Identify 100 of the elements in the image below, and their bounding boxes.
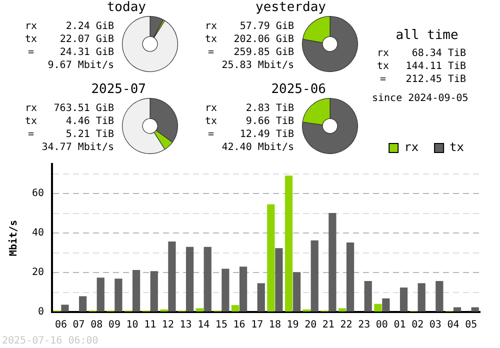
chart-title: 2025-06 bbox=[270, 82, 327, 99]
y-tick-label: 20 bbox=[32, 267, 44, 278]
text: 4.46 TiB bbox=[64, 116, 114, 128]
x-tick-label: 05 bbox=[465, 320, 478, 331]
x-tick-label: 08 bbox=[90, 320, 103, 331]
text: 9.66 TiB bbox=[244, 116, 294, 128]
bar bbox=[204, 246, 212, 312]
text: = bbox=[26, 46, 36, 58]
text: 9.67 Mbit/s bbox=[46, 60, 114, 72]
x-tick-label: 22 bbox=[340, 320, 352, 331]
bar bbox=[382, 298, 390, 312]
x-tick-label: 13 bbox=[180, 320, 192, 331]
x-tick-label: 10 bbox=[126, 320, 138, 331]
bar bbox=[239, 266, 248, 312]
x-tick-label: 14 bbox=[198, 320, 210, 331]
text: = bbox=[26, 128, 36, 140]
bar bbox=[114, 278, 122, 312]
text: 259.85 GiB bbox=[232, 46, 294, 58]
y-axis-title: Mbit/s bbox=[8, 220, 20, 256]
x-tick-label: 15 bbox=[215, 320, 228, 331]
bar bbox=[364, 281, 372, 312]
bar bbox=[471, 307, 479, 312]
bar bbox=[96, 278, 104, 312]
text: 763.51 GiB bbox=[52, 102, 114, 114]
text: 22.07 GiB bbox=[58, 34, 114, 46]
text: rx bbox=[24, 102, 38, 114]
text: 202.06 GiB bbox=[232, 34, 294, 46]
bar bbox=[436, 281, 444, 312]
x-tick-label: 11 bbox=[144, 320, 156, 331]
text: tx bbox=[204, 116, 218, 128]
text: 2.24 GiB bbox=[64, 20, 114, 32]
text: rx bbox=[204, 20, 218, 32]
y-tick-label: 0 bbox=[38, 306, 44, 318]
bar bbox=[150, 271, 158, 312]
bar bbox=[132, 270, 140, 312]
text: 12.49 TiB bbox=[238, 128, 294, 140]
bar bbox=[338, 308, 346, 312]
text: 24.31 GiB bbox=[58, 46, 114, 58]
x-tick-label: 12 bbox=[162, 320, 174, 331]
bar bbox=[418, 283, 426, 312]
bar bbox=[231, 305, 240, 312]
x-tick-label: 09 bbox=[108, 320, 120, 331]
x-tick-label: 06 bbox=[54, 320, 67, 331]
x-tick-label: 03 bbox=[429, 320, 442, 331]
chart-title: yesterday bbox=[254, 0, 327, 17]
text: tx bbox=[376, 61, 390, 73]
x-tick-label: 17 bbox=[251, 320, 264, 331]
text: = bbox=[206, 128, 216, 140]
text: 5.21 TiB bbox=[64, 128, 114, 140]
text: 68.34 TiB bbox=[410, 48, 466, 60]
bar bbox=[196, 308, 204, 312]
bar bbox=[284, 176, 293, 312]
text: 57.79 GiB bbox=[238, 20, 294, 32]
x-tick-label: 01 bbox=[394, 320, 406, 331]
text: = bbox=[206, 46, 216, 58]
chart-title: 2025-07 bbox=[90, 82, 147, 99]
bar bbox=[186, 246, 194, 312]
bar bbox=[61, 304, 69, 312]
bar bbox=[453, 307, 462, 312]
bar bbox=[275, 248, 283, 312]
text: rx bbox=[204, 102, 218, 114]
chart-title: today bbox=[106, 0, 147, 17]
x-tick-label: 20 bbox=[304, 320, 317, 331]
bar bbox=[292, 272, 301, 312]
bar bbox=[168, 242, 176, 312]
y-tick-label: 40 bbox=[32, 228, 44, 239]
text: = bbox=[378, 74, 388, 86]
bar bbox=[222, 268, 230, 312]
text: 34.77 Mbit/s bbox=[40, 142, 114, 154]
bar bbox=[328, 212, 336, 312]
x-tick-label: 19 bbox=[286, 320, 299, 331]
text: 144.11 TiB bbox=[404, 61, 466, 73]
text: 42.40 Mbit/s bbox=[220, 142, 294, 154]
bar bbox=[346, 242, 354, 312]
text: tx bbox=[24, 116, 38, 128]
x-tick-label: 21 bbox=[322, 320, 334, 331]
text: all time bbox=[394, 28, 460, 45]
bar bbox=[267, 204, 275, 312]
text: 25.83 Mbit/s bbox=[220, 60, 294, 72]
text: 2.83 TiB bbox=[244, 102, 294, 114]
bar bbox=[310, 240, 318, 312]
bar bbox=[257, 283, 265, 312]
bar bbox=[78, 296, 87, 312]
bar bbox=[374, 304, 382, 312]
text: rx bbox=[376, 48, 390, 60]
text: tx bbox=[24, 34, 38, 46]
text: tx bbox=[204, 34, 218, 46]
x-tick-label: 04 bbox=[447, 320, 460, 331]
bar bbox=[400, 288, 408, 312]
x-tick-label: 00 bbox=[376, 320, 388, 331]
x-tick-label: 02 bbox=[412, 320, 424, 331]
text: rx bbox=[24, 20, 38, 32]
x-tick-label: 23 bbox=[358, 320, 370, 331]
legend-label: tx bbox=[450, 140, 464, 154]
legend-label: rx bbox=[404, 140, 419, 154]
x-tick-label: 18 bbox=[268, 320, 281, 331]
text: 212.45 TiB bbox=[404, 74, 466, 86]
y-tick-label: 60 bbox=[32, 188, 44, 200]
x-tick-label: 16 bbox=[233, 320, 246, 331]
text: since 2024-09-05 bbox=[372, 93, 468, 105]
